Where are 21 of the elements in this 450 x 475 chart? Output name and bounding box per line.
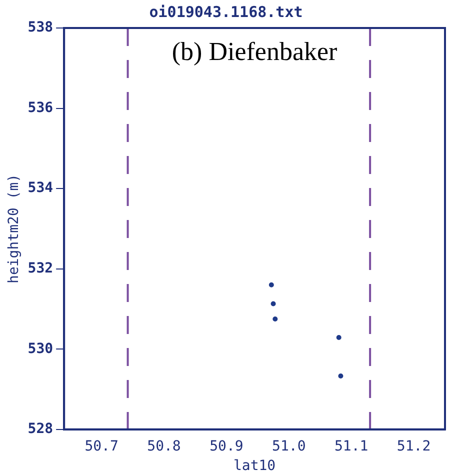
x-tick-label: 51.1 [334, 438, 368, 454]
y-tick-label: 530 [28, 340, 54, 357]
y-tick-label: 528 [28, 421, 54, 438]
x-tick-label: 51.0 [272, 438, 306, 454]
y-tick-label: 536 [28, 100, 54, 116]
x-tick-label: 50.7 [84, 438, 118, 454]
y-tick-label: 538 [28, 20, 54, 36]
y-tick-label: 534 [28, 180, 54, 196]
point [272, 316, 278, 322]
chart-title: oi019043.1168.txt [149, 2, 303, 21]
point [270, 301, 276, 306]
x-tick-label: 50.8 [147, 438, 181, 454]
x-axis-title: lat10 [233, 458, 276, 474]
y-tick-label: 532 [28, 260, 54, 276]
point [268, 282, 274, 288]
annotation: (b) Diefenbaker [172, 36, 338, 66]
y-axis-title: heightm20 (m) [6, 174, 22, 284]
x-tick-label: 50.9 [210, 438, 244, 454]
point [338, 374, 344, 379]
x-tick-label: 51.2 [396, 438, 431, 454]
point [336, 334, 342, 340]
